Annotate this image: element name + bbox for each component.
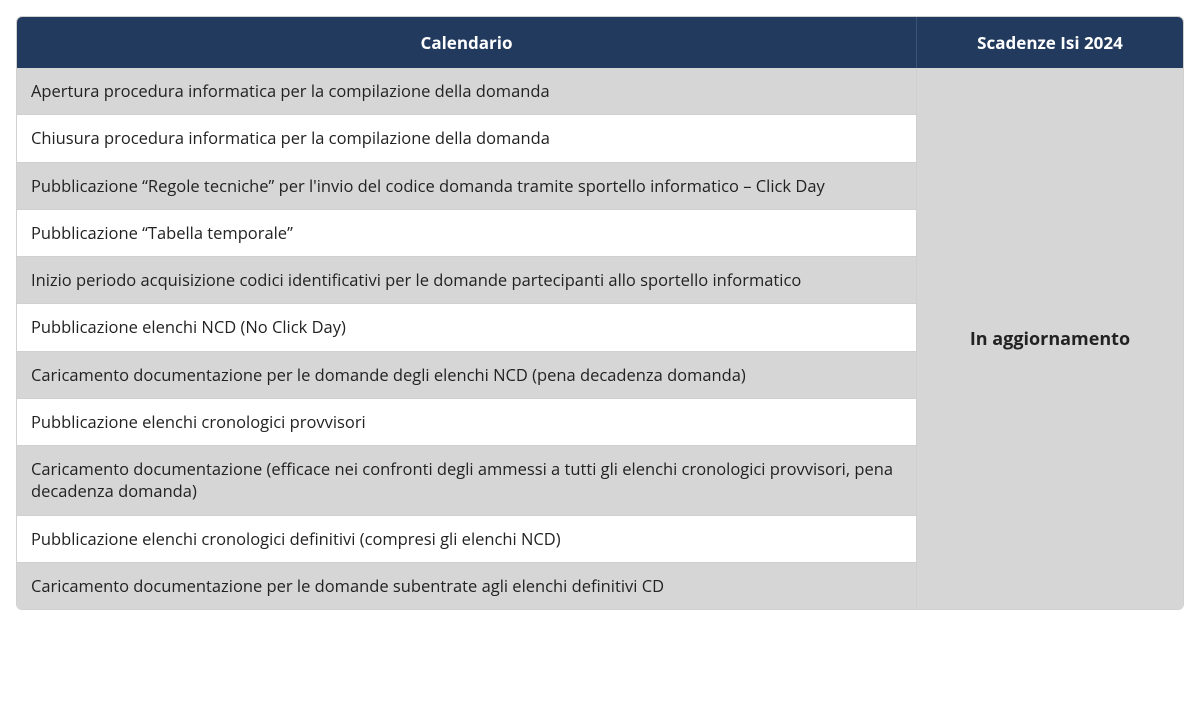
header-scadenze: Scadenze Isi 2024 bbox=[917, 17, 1183, 68]
column-scadenze: In aggiornamento bbox=[917, 68, 1183, 609]
table-row: Caricamento documentazione (efficace nei… bbox=[17, 446, 916, 516]
table-row: Pubblicazione “Tabella temporale” bbox=[17, 210, 916, 257]
table-row: Pubblicazione elenchi cronologici provvi… bbox=[17, 399, 916, 446]
table-header: Calendario Scadenze Isi 2024 bbox=[17, 17, 1183, 68]
table-row: Pubblicazione “Regole tecniche” per l'in… bbox=[17, 163, 916, 210]
scadenze-value: In aggiornamento bbox=[970, 327, 1130, 351]
column-calendario: Apertura procedura informatica per la co… bbox=[17, 68, 917, 609]
table-row: Inizio periodo acquisizione codici ident… bbox=[17, 257, 916, 304]
table-row: Caricamento documentazione per le domand… bbox=[17, 352, 916, 399]
table-body: Apertura procedura informatica per la co… bbox=[17, 68, 1183, 609]
table-row: Pubblicazione elenchi NCD (No Click Day) bbox=[17, 304, 916, 351]
table-row: Chiusura procedura informatica per la co… bbox=[17, 115, 916, 162]
table-row: Caricamento documentazione per le domand… bbox=[17, 563, 916, 609]
header-calendario: Calendario bbox=[17, 17, 917, 68]
table-row: Apertura procedura informatica per la co… bbox=[17, 68, 916, 115]
calendar-table: Calendario Scadenze Isi 2024 Apertura pr… bbox=[16, 16, 1184, 610]
table-row: Pubblicazione elenchi cronologici defini… bbox=[17, 516, 916, 563]
